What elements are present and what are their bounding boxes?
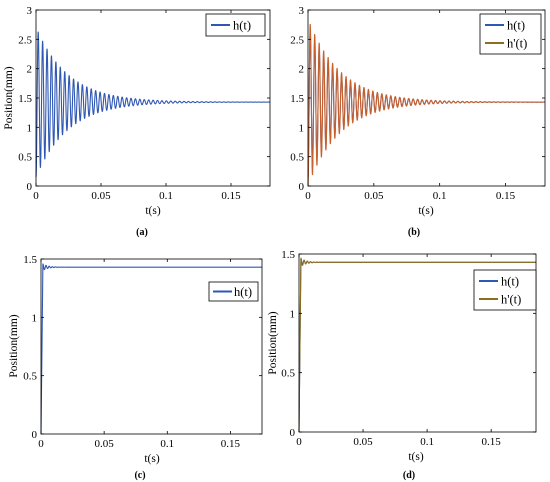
chart-b-xlabel: t(s)	[418, 205, 434, 217]
chart-d-lines	[298, 257, 537, 433]
chart-b-legend: h(t) h'(t)	[479, 13, 542, 55]
chart-b-lines	[307, 23, 546, 186]
chart-a-lines	[35, 31, 271, 178]
chart-a-xtick-label-2: 0.1	[159, 190, 173, 202]
chart-b-ytick-label-6: 3	[299, 5, 305, 17]
chart-d-caption: (d)	[403, 470, 415, 481]
chart-b-ticks: 0 0.05 0.1 0.15 0 0.5 1 1.5 2 2.5 3	[290, 5, 545, 202]
chart-d-legend-label-h: h(t)	[501, 275, 519, 289]
chart-a-ytick-label-3: 1.5	[18, 93, 32, 105]
chart-c-legend-label-h: h(t)	[234, 285, 252, 299]
chart-b-ytick-label-4: 2	[299, 64, 305, 76]
chart-c-ticks: 0 0.05 0.1 0.15 0 0.5 1 1.5	[23, 254, 262, 450]
chart-b-series-hprime-line	[307, 23, 546, 186]
chart-b-ytick-label-1: 0.5	[290, 152, 304, 164]
chart-c-ytick-label-3: 1.5	[23, 254, 37, 266]
chart-c-ytick-label-1: 0.5	[23, 371, 37, 383]
chart-a-series-h-line	[35, 31, 271, 178]
chart-a-ytick-label-4: 2	[27, 64, 33, 76]
chart-a-xtick-label-3: 0.15	[221, 190, 241, 202]
chart-d-ylabel: Position(mm)	[267, 311, 279, 374]
chart-d-ytick-label-0: 0	[290, 427, 296, 439]
chart-a-ytick-label-1: 0.5	[18, 152, 32, 164]
chart-c-legend: h(t)	[208, 281, 259, 302]
chart-b-ytick-label-5: 2.5	[290, 34, 304, 46]
chart-c-caption: (c)	[134, 470, 145, 481]
chart-d-ticks: 0 0.05 0.1 0.15 0 0.5 1 1.5	[281, 249, 536, 448]
chart-a-ytick-label-2: 1	[27, 122, 33, 134]
chart-a-legend-box	[205, 13, 266, 37]
chart-b-legend-label-hprime: h'(t)	[507, 37, 527, 51]
chart-c-series-h-line	[40, 263, 263, 435]
chart-d-legend-label-hprime: h'(t)	[501, 293, 521, 307]
chart-a-ytick-label-6: 3	[27, 5, 33, 17]
chart-b-xtick-label-3: 0.15	[496, 190, 516, 202]
chart-d-legend: h(t) h'(t)	[473, 269, 537, 311]
chart-b-legend-box	[479, 13, 542, 55]
chart-a-plot-border	[35, 9, 271, 187]
chart-a-ytick-label-5: 2.5	[18, 34, 32, 46]
chart-a-ytick-label-0: 0	[27, 181, 33, 193]
chart-d-xtick-label-1: 0.05	[353, 436, 373, 448]
chart-d-ytick-label-2: 1	[290, 308, 296, 320]
chart-d-plot-border	[298, 253, 537, 433]
chart-c-xtick-label-1: 0.05	[95, 438, 115, 450]
chart-b-caption: (b)	[408, 227, 420, 238]
chart-d-xtick-label-3: 0.15	[482, 436, 502, 448]
chart-c-ylabel: Position(mm)	[8, 314, 20, 377]
chart-a-xtick-label-1: 0.05	[91, 190, 111, 202]
chart-c-ytick-label-2: 1	[32, 312, 38, 324]
chart-b-ytick-label-0: 0	[299, 181, 305, 193]
chart-b-xtick-label-0: 0	[305, 190, 311, 202]
chart-b-ytick-label-2: 1	[299, 122, 305, 134]
chart-b-ytick-label-3: 1.5	[290, 93, 304, 105]
chart-c-xtick-label-2: 0.1	[160, 438, 174, 450]
chart-a: 0 0.05 0.1 0.15 0 0.5 1 1.5 2 2.5 3 h(t) t(s) Posi…	[3, 5, 271, 238]
chart-a-caption: (a)	[136, 227, 148, 238]
chart-a-ylabel: Position(mm)	[3, 66, 15, 129]
chart-c-xlabel: t(s)	[144, 453, 160, 465]
chart-d-xlabel: t(s)	[408, 451, 424, 463]
chart-b-legend-label-h: h(t)	[507, 19, 525, 33]
chart-d-series-hprime-line	[298, 257, 537, 433]
chart-c-legend-box	[208, 281, 259, 302]
chart-d-ytick-label-3: 1.5	[281, 249, 295, 261]
chart-d-xtick-label-0: 0	[296, 436, 302, 448]
chart-d-ytick-label-1: 0.5	[281, 368, 295, 380]
chart-a-legend-label-h: h(t)	[233, 19, 251, 33]
chart-b: 0 0.05 0.1 0.15 0 0.5 1 1.5 2 2.5 3 h(t) h'(t) t(s…	[290, 5, 546, 238]
chart-a-ticks: 0 0.05 0.1 0.15 0 0.5 1 1.5 2 2.5 3	[18, 5, 270, 202]
chart-d: 0 0.05 0.1 0.15 0 0.5 1 1.5 h(t) h'(t) t(s) Pos…	[267, 249, 537, 481]
chart-b-xtick-label-2: 0.1	[433, 190, 447, 202]
chart-a-xtick-label-0: 0	[33, 190, 39, 202]
chart-c-xtick-label-0: 0	[38, 438, 44, 450]
chart-c-lines	[40, 263, 263, 435]
chart-a-xlabel: t(s)	[145, 205, 161, 217]
chart-c: 0 0.05 0.1 0.15 0 0.5 1 1.5 h(t) t(s) Position(…	[8, 254, 263, 481]
chart-b-xtick-label-1: 0.05	[364, 190, 384, 202]
chart-d-xtick-label-2: 0.1	[420, 436, 434, 448]
chart-d-legend-box	[473, 269, 537, 311]
chart-a-legend: h(t)	[205, 13, 266, 37]
chart-c-ytick-label-0: 0	[32, 429, 38, 441]
chart-c-plot-border	[40, 258, 263, 435]
chart-c-xtick-label-3: 0.15	[221, 438, 241, 450]
